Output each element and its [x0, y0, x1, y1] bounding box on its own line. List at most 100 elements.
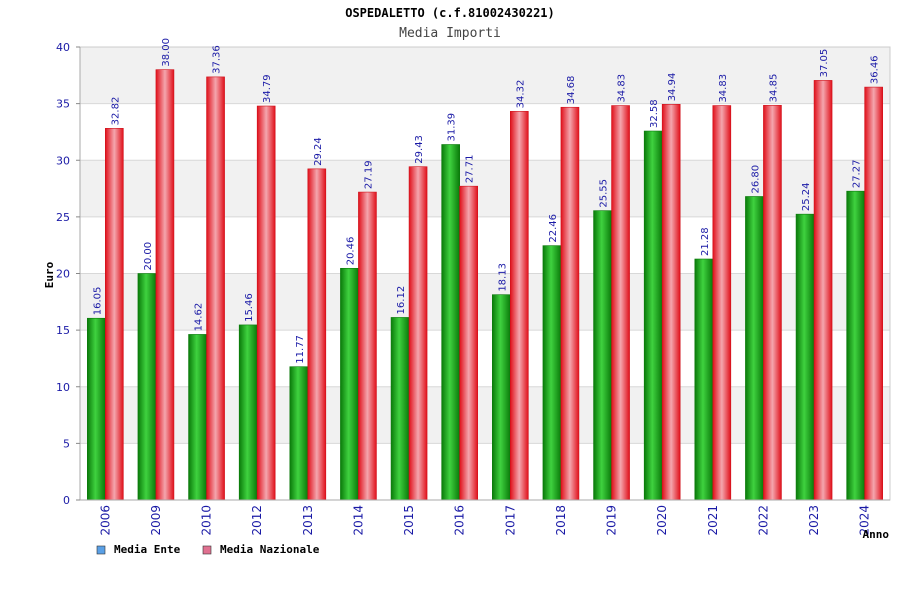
- bar-media-nazionale-2020: [661, 104, 681, 501]
- bar-media-nazionale-2018: [560, 106, 580, 501]
- bar-media-ente-2018: [542, 245, 562, 501]
- data-label: 27.27: [852, 160, 863, 189]
- data-label: 29.43: [414, 135, 425, 164]
- x-tick-label: 2023: [807, 505, 821, 536]
- x-tick-label: 2012: [250, 505, 264, 536]
- x-tick-label: 2016: [453, 505, 467, 536]
- data-label: 16.05: [92, 287, 103, 316]
- legend-label-media-ente: Media Ente: [114, 543, 181, 556]
- data-label: 18.13: [497, 263, 508, 292]
- x-tick-label: 2021: [706, 505, 720, 536]
- x-tick-label: 2014: [351, 505, 365, 536]
- y-tick-label: 0: [63, 494, 70, 507]
- data-label: 38.00: [161, 38, 172, 67]
- legend-label-media-nazionale: Media Nazionale: [220, 543, 320, 556]
- data-label: 27.19: [363, 160, 374, 189]
- x-tick-label: 2017: [503, 505, 517, 536]
- bar-media-nazionale-2013: [307, 168, 327, 501]
- data-label: 15.46: [244, 293, 255, 322]
- x-axis: 2006 2009 2010 2012 2013 2014 2015 2016 2017 2018…: [80, 499, 890, 536]
- data-label: 11.77: [295, 335, 306, 364]
- bar-media-nazionale-2017: [510, 111, 529, 501]
- legend: Media Ente Media Nazionale: [96, 543, 320, 556]
- data-label: 34.68: [566, 76, 577, 105]
- bar-media-ente-2016: [441, 144, 460, 501]
- bar-media-ente-2010: [188, 334, 207, 501]
- data-label: 34.79: [262, 74, 273, 103]
- data-label: 34.32: [515, 80, 526, 109]
- x-tick-label: 2018: [554, 505, 568, 536]
- data-label: 22.46: [548, 214, 559, 243]
- legend-swatch-media-ente: [96, 545, 106, 555]
- bar-media-nazionale-2012: [256, 105, 276, 501]
- bar-media-ente-2012: [238, 324, 258, 501]
- y-tick-label: 30: [56, 154, 70, 167]
- legend-swatch-media-nazionale: [202, 545, 212, 555]
- bar-media-nazionale-2015: [408, 166, 428, 501]
- bar-media-ente-2023: [795, 213, 815, 501]
- bar-media-nazionale-2021: [712, 105, 732, 501]
- y-tick-label: 40: [56, 41, 70, 54]
- x-tick-label: 2010: [200, 505, 214, 536]
- y-axis-label: Euro: [43, 261, 56, 288]
- x-tick-label: 2024: [858, 505, 872, 536]
- chart-subtitle: Media Importi: [399, 26, 501, 41]
- x-tick-label: 2015: [402, 505, 416, 536]
- x-tick-label: 2006: [98, 505, 112, 536]
- bar-media-nazionale-2019: [611, 105, 630, 501]
- data-label: 34.85: [768, 74, 779, 103]
- bar-media-nazionale-2009: [155, 69, 175, 501]
- y-axis: 0 5 10 15 20 25 30 35 40: [56, 41, 81, 507]
- bar-media-ente-2017: [492, 294, 511, 501]
- y-tick-label: 10: [56, 381, 70, 394]
- y-tick-label: 35: [56, 98, 70, 111]
- y-tick-label: 15: [56, 324, 70, 337]
- bar-media-nazionale-2010: [206, 76, 225, 501]
- bar-media-ente-2024: [846, 190, 865, 501]
- chart-title: OSPEDALETTO (c.f.81002430221): [345, 6, 555, 20]
- data-label: 21.28: [700, 227, 711, 256]
- x-tick-label: 2013: [301, 505, 315, 536]
- data-label: 29.24: [313, 137, 324, 166]
- bars: 16.05 32.82 20.00 38.00 14.62 37.36 15.46 34.79…: [87, 38, 883, 501]
- data-label: 27.71: [465, 155, 476, 184]
- data-label: 37.36: [212, 45, 223, 74]
- bar-media-nazionale-2016: [459, 185, 478, 501]
- data-label: 20.46: [345, 237, 356, 266]
- x-tick-label: 2009: [149, 505, 163, 536]
- bar-media-nazionale-2006: [105, 128, 124, 501]
- x-axis-label: Anno: [863, 528, 890, 541]
- bar-media-ente-2015: [390, 317, 410, 501]
- data-label: 25.55: [599, 179, 610, 208]
- bar-media-ente-2014: [340, 267, 359, 501]
- x-tick-label: 2022: [756, 505, 770, 536]
- bar-media-nazionale-2024: [864, 86, 883, 501]
- bar-media-ente-2009: [137, 273, 157, 501]
- data-label: 32.82: [110, 97, 121, 126]
- bar-media-ente-2021: [694, 258, 714, 501]
- data-label: 36.46: [870, 55, 881, 84]
- bar-media-ente-2020: [643, 130, 663, 501]
- data-label: 14.62: [194, 303, 205, 332]
- data-label: 34.94: [667, 73, 678, 102]
- data-label: 31.39: [447, 113, 458, 142]
- bar-media-ente-2013: [289, 366, 309, 501]
- data-label: 25.24: [801, 183, 812, 212]
- x-tick-label: 2020: [655, 505, 669, 536]
- x-tick-label: 2019: [605, 505, 619, 536]
- y-tick-label: 5: [63, 437, 70, 450]
- bar-media-ente-2006: [87, 317, 106, 501]
- data-label: 26.80: [750, 165, 761, 194]
- data-label: 37.05: [819, 49, 830, 78]
- data-label: 34.83: [617, 74, 628, 103]
- y-tick-label: 20: [56, 268, 70, 281]
- data-label: 34.83: [718, 74, 729, 103]
- data-label: 20.00: [143, 242, 154, 271]
- data-label: 32.58: [649, 99, 660, 128]
- bar-media-nazionale-2022: [763, 105, 782, 501]
- bar-media-nazionale-2023: [813, 80, 833, 501]
- bar-media-nazionale-2014: [358, 191, 377, 501]
- bar-media-ente-2019: [593, 210, 612, 501]
- data-label: 16.12: [396, 286, 407, 315]
